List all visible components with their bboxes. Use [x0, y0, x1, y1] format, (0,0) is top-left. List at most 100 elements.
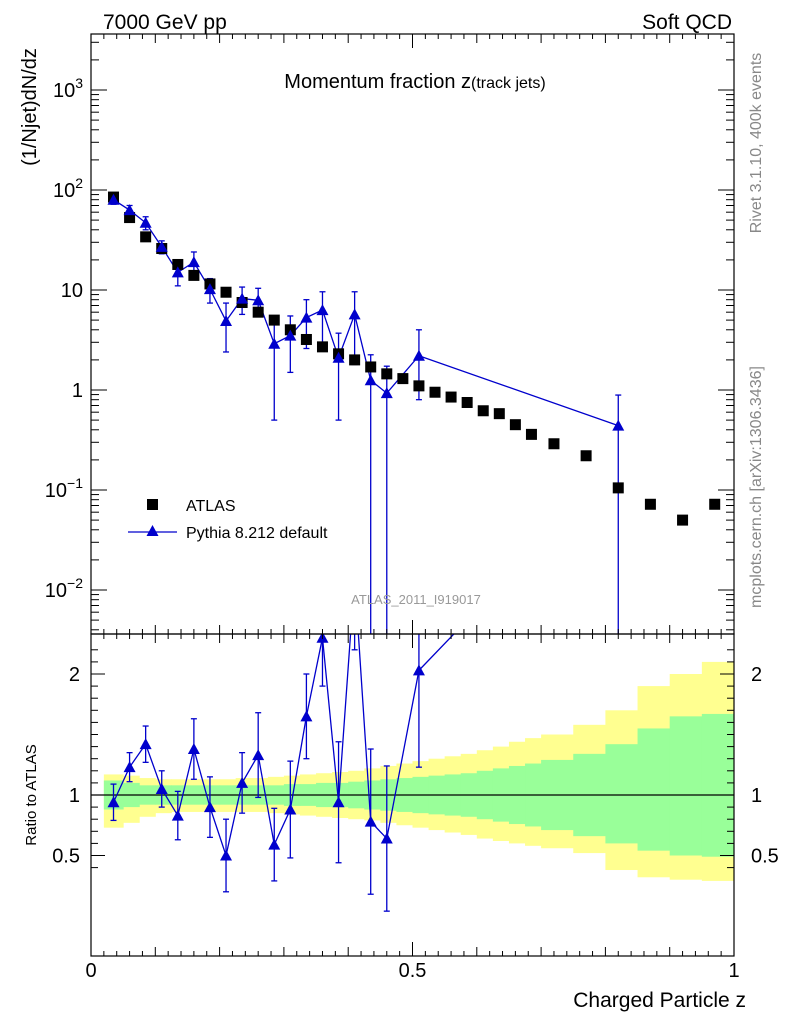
source-label: mcplots.cern.ch [arXiv:1306.3436]: [748, 366, 765, 608]
pythia-point: [139, 216, 152, 228]
atlas-point: [445, 391, 457, 403]
ratio-ylabel: Ratio to ATLAS: [23, 744, 40, 845]
ratio-point: [187, 743, 200, 755]
atlas-point: [429, 386, 441, 398]
ratio-point: [139, 738, 152, 750]
ratio-point: [300, 710, 313, 722]
ratio-point: [123, 761, 136, 773]
pythia-point: [300, 311, 313, 323]
ratio-y-tick-label-left: 0.5: [52, 846, 80, 868]
atlas-point: [525, 428, 537, 440]
header-left-label: 7000 GeV pp: [103, 11, 227, 34]
ratio-point: [252, 749, 265, 761]
atlas-point: [677, 514, 689, 526]
pythia-point: [220, 314, 233, 326]
pythia-point: [316, 304, 329, 316]
x-tick-label: 1: [728, 960, 739, 982]
ratio-y-tick-label-right: 1: [751, 785, 762, 807]
pythia-point: [203, 283, 216, 295]
y-tick-label: 10−1: [45, 475, 83, 502]
pythia-point: [107, 193, 120, 205]
y-tick-label: 103: [53, 75, 83, 102]
ratio-point: [412, 664, 425, 676]
atlas-point: [709, 498, 721, 510]
ratio-point: [203, 801, 216, 813]
atlas-point: [477, 405, 489, 417]
ratio-point: [268, 838, 281, 850]
atlas-point: [493, 408, 505, 420]
ratio-point: [220, 849, 233, 861]
pythia-point: [187, 256, 200, 268]
atlas-point: [397, 373, 409, 385]
ratio-point: [236, 776, 249, 788]
pythia-point: [412, 349, 425, 361]
x-axis-label: Charged Particle z: [573, 989, 746, 1012]
ratio-point: [380, 832, 393, 844]
main-frame: [90, 33, 735, 635]
atlas-point: [365, 361, 377, 373]
pythia-point: [236, 292, 249, 304]
x-tick-label: 0.5: [399, 960, 427, 982]
pythia-point: [284, 329, 297, 341]
atlas-point: [548, 438, 560, 450]
legend-label-atlas: ATLAS: [186, 498, 236, 515]
ratio-point: [349, 571, 361, 582]
rivet-label: Rivet 3.1.10, 400k events: [748, 53, 765, 234]
atlas-point: [413, 380, 425, 392]
pythia-point: [155, 240, 168, 252]
atlas-point: [188, 269, 200, 281]
atlas-point: [461, 396, 473, 408]
atlas-point: [580, 450, 592, 462]
watermark: ATLAS_2011_I919017: [351, 592, 481, 607]
uncertainty-band-inner: [669, 716, 703, 856]
ratio-y-tick-label-right: 2: [751, 664, 762, 686]
main-title-text: Momentum fraction z: [284, 71, 471, 93]
y-tick-label: 1: [72, 380, 83, 402]
atlas-point: [300, 333, 312, 345]
ratio-panel: 0.5 0.5 1 1 2 2 0 0.5 1 Ratio to ATLAS Charged P…: [23, 571, 779, 1012]
ratio-y-tick-label-left: 1: [69, 785, 80, 807]
main-ylabel: (1/Njet)dN/dz: [19, 48, 41, 166]
pythia-point: [252, 294, 265, 306]
atlas-point: [124, 212, 136, 224]
pythia-point: [348, 308, 361, 320]
ratio-point: [107, 796, 120, 808]
atlas-point: [316, 341, 328, 353]
atlas-point: [220, 286, 232, 298]
main-title-sub: (track jets): [471, 75, 546, 92]
uncertainty-band-inner: [605, 744, 639, 844]
pythia-point: [380, 387, 393, 399]
ratio-point: [364, 815, 377, 827]
pythia-point: [268, 337, 281, 349]
atlas-point: [172, 258, 184, 270]
atlas-point: [268, 314, 280, 326]
pythia-point: [332, 351, 345, 363]
pythia-point: [364, 374, 377, 386]
x-tick-label: 0: [85, 960, 96, 982]
legend-marker-pythia: [146, 525, 159, 536]
atlas-point: [644, 498, 656, 510]
atlas-point: [381, 368, 393, 380]
y-tick-label: 10: [61, 280, 83, 302]
atlas-point: [140, 231, 152, 243]
legend-label-pythia: Pythia 8.212 default: [186, 525, 328, 542]
pythia-point: [612, 419, 625, 431]
pythia-line: [113, 199, 619, 427]
ratio-y-tick-label-left: 2: [69, 664, 80, 686]
ratio-y-tick-label-right: 0.5: [751, 846, 779, 868]
atlas-point: [509, 419, 521, 431]
pythia-point: [171, 266, 184, 278]
main-title: Momentum fraction z(track jets): [284, 71, 545, 93]
legend: ATLAS Pythia 8.212 default: [128, 498, 328, 542]
ratio-point: [155, 782, 168, 794]
atlas-point: [349, 354, 361, 366]
header-right-label: Soft QCD: [642, 11, 732, 34]
y-tick-label: 102: [53, 175, 83, 202]
ratio-point: [332, 796, 345, 808]
atlas-point: [612, 482, 624, 494]
ratio-point: [171, 809, 184, 821]
y-tick-label: 10−2: [45, 575, 83, 602]
legend-marker-atlas: [147, 499, 158, 510]
